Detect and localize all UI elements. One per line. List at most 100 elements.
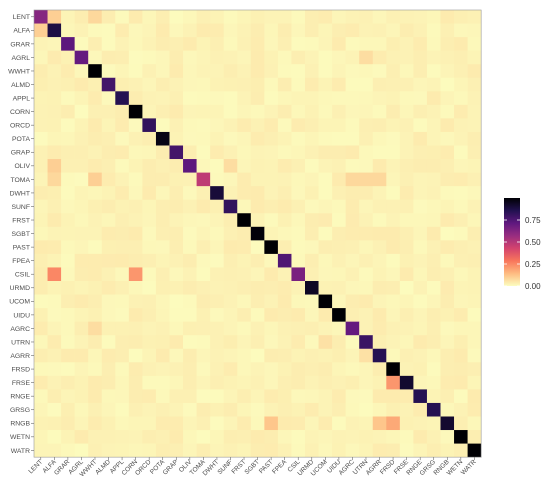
- y-tick-label-rnge: RNGE: [10, 394, 30, 401]
- heatmap-cell-appl-fpea: [277, 91, 292, 106]
- heatmap-cell-csil-appl: [115, 267, 130, 282]
- heatmap-cell-utrn-fpea: [277, 335, 292, 350]
- heatmap-cell-wetn-rngb: [440, 430, 455, 444]
- heatmap-cell-dwht-watr: [467, 186, 482, 200]
- heatmap-cell-pota-watr: [467, 131, 482, 146]
- heatmap-cell-oliv-grar: [61, 159, 75, 173]
- heatmap-cell-frse-past: [264, 375, 279, 390]
- heatmap-cell-rnge-dwht: [210, 389, 224, 404]
- heatmap-cell-oliv-uidu: [332, 159, 346, 173]
- heatmap-cell-rngb-frse: [399, 416, 414, 431]
- heatmap-cell-rnge-sunf: [223, 389, 238, 404]
- heatmap-cell-rnge-orcd: [142, 389, 157, 404]
- x-tick-label-fpea: FPEA: [271, 458, 288, 475]
- heatmap-cell-uidu-toma: [196, 308, 211, 322]
- heatmap-cell-frse-agrr: [372, 375, 387, 390]
- heatmap-cell-grsg-urmd: [305, 402, 319, 417]
- y-tick-label-almd: ALMD: [11, 82, 30, 89]
- heatmap-cell-frsd-appl: [115, 362, 130, 377]
- heatmap-cell-frsd-urmd: [305, 362, 319, 377]
- heatmap-cell-frsd-past: [264, 362, 279, 377]
- heatmap-cell-dwht-agrc: [345, 186, 360, 200]
- heatmap-cell-agrr-past: [264, 348, 279, 363]
- heatmap-cell-orcd-agrc: [345, 118, 360, 133]
- heatmap-cell-rnge-oliv: [183, 389, 197, 404]
- heatmap-cell-almd-frst: [237, 77, 252, 92]
- heatmap-cell-ucom-frsd: [386, 294, 401, 309]
- heatmap-cell-lent-agrc: [345, 10, 360, 24]
- heatmap-cell-lent-ucom: [318, 10, 333, 24]
- heatmap-cell-sunf-oliv: [183, 199, 197, 214]
- heatmap-cell-wwht-agrl: [74, 64, 89, 79]
- heatmap-cell-grsg-frsd: [386, 402, 401, 417]
- heatmap-cell-wwht-sunf: [223, 64, 238, 79]
- heatmap-cell-frst-grsg: [426, 213, 441, 228]
- heatmap-cell-ucom-corn: [128, 294, 143, 309]
- heatmap-cell-pota-past: [264, 131, 279, 146]
- heatmap-cell-appl-grap: [169, 91, 184, 106]
- heatmap-cell-grar-almd: [101, 37, 116, 51]
- heatmap-cell-orcd-ucom: [318, 118, 333, 133]
- heatmap-cell-agrc-ucom: [318, 321, 333, 336]
- heatmap-cell-sgbt-oliv: [183, 226, 197, 241]
- heatmap-cell-frsd-sunf: [223, 362, 238, 377]
- heatmap-cell-uidu-rnge: [413, 308, 428, 322]
- heatmap-cell-appl-lent: [34, 91, 48, 106]
- heatmap-cell-uidu-appl: [115, 308, 130, 322]
- heatmap-cell-ucom-wetn: [454, 294, 468, 309]
- heatmap-cell-toma-wwht: [88, 172, 103, 187]
- heatmap-cell-urmd-ucom: [318, 281, 333, 295]
- heatmap-cell-dwht-toma: [196, 186, 211, 200]
- heatmap-cell-sunf-wetn: [454, 199, 468, 214]
- heatmap-cell-past-sgbt: [250, 240, 265, 255]
- heatmap-cell-fpea-appl: [115, 253, 130, 268]
- heatmap-cell-fpea-sunf: [223, 253, 238, 268]
- heatmap-cell-grar-frse: [399, 37, 414, 51]
- heatmap-cell-watr-dwht: [210, 443, 224, 458]
- heatmap-cell-sunf-almd: [101, 199, 116, 214]
- heatmap-cell-alfa-past: [264, 23, 279, 38]
- heatmap-cell-past-fpea: [277, 240, 292, 255]
- heatmap-cell-utrn-agrr: [372, 335, 387, 350]
- heatmap-cell-utrn-uidu: [332, 335, 346, 350]
- heatmap-cell-past-rngb: [440, 240, 455, 255]
- heatmap-cell-rngb-sunf: [223, 416, 238, 431]
- heatmap-cell-alfa-uidu: [332, 23, 346, 38]
- heatmap-cell-sunf-lent: [34, 199, 48, 214]
- heatmap-cell-fpea-fpea: [277, 253, 292, 268]
- heatmap-cell-agrr-grar: [61, 348, 75, 363]
- heatmap-cell-pota-dwht: [210, 131, 224, 146]
- heatmap-cell-frsd-frse: [399, 362, 414, 377]
- heatmap-cell-rnge-sgbt: [250, 389, 265, 404]
- heatmap-cell-rngb-pota: [155, 416, 170, 431]
- heatmap-cell-wetn-uidu: [332, 430, 346, 444]
- heatmap-cell-alfa-urmd: [305, 23, 319, 38]
- heatmap-cell-grsg-csil: [291, 402, 306, 417]
- heatmap-cell-frst-almd: [101, 213, 116, 228]
- heatmap-cell-agrc-pota: [155, 321, 170, 336]
- heatmap-cell-grsg-past: [264, 402, 279, 417]
- heatmap-cell-frse-frst: [237, 375, 252, 390]
- heatmap-cell-sunf-frst: [237, 199, 252, 214]
- heatmap-cell-rnge-grsg: [426, 389, 441, 404]
- heatmap-cell-ucom-urmd: [305, 294, 319, 309]
- heatmap-cell-ucom-appl: [115, 294, 130, 309]
- heatmap-cell-appl-dwht: [210, 91, 224, 106]
- heatmap-cell-appl-orcd: [142, 91, 157, 106]
- heatmap-cell-agrr-lent: [34, 348, 48, 363]
- y-tick-label-wwht: WWHT: [8, 68, 30, 75]
- heatmap-cell-rnge-rnge: [413, 389, 428, 404]
- heatmap-cell-past-uidu: [332, 240, 346, 255]
- heatmap-cell-oliv-dwht: [210, 159, 224, 173]
- heatmap-cell-orcd-pota: [155, 118, 170, 133]
- heatmap-cell-orcd-lent: [34, 118, 48, 133]
- heatmap-cell-sgbt-dwht: [210, 226, 224, 241]
- heatmap-cell-watr-sgbt: [250, 443, 265, 458]
- heatmap-cell-uidu-dwht: [210, 308, 224, 322]
- heatmap-cell-uidu-rngb: [440, 308, 455, 322]
- heatmap-cell-uidu-past: [264, 308, 279, 322]
- heatmap-cell-grap-grsg: [426, 145, 441, 160]
- heatmap-cell-orcd-almd: [101, 118, 116, 133]
- heatmap-cell-agrl-watr: [467, 50, 482, 65]
